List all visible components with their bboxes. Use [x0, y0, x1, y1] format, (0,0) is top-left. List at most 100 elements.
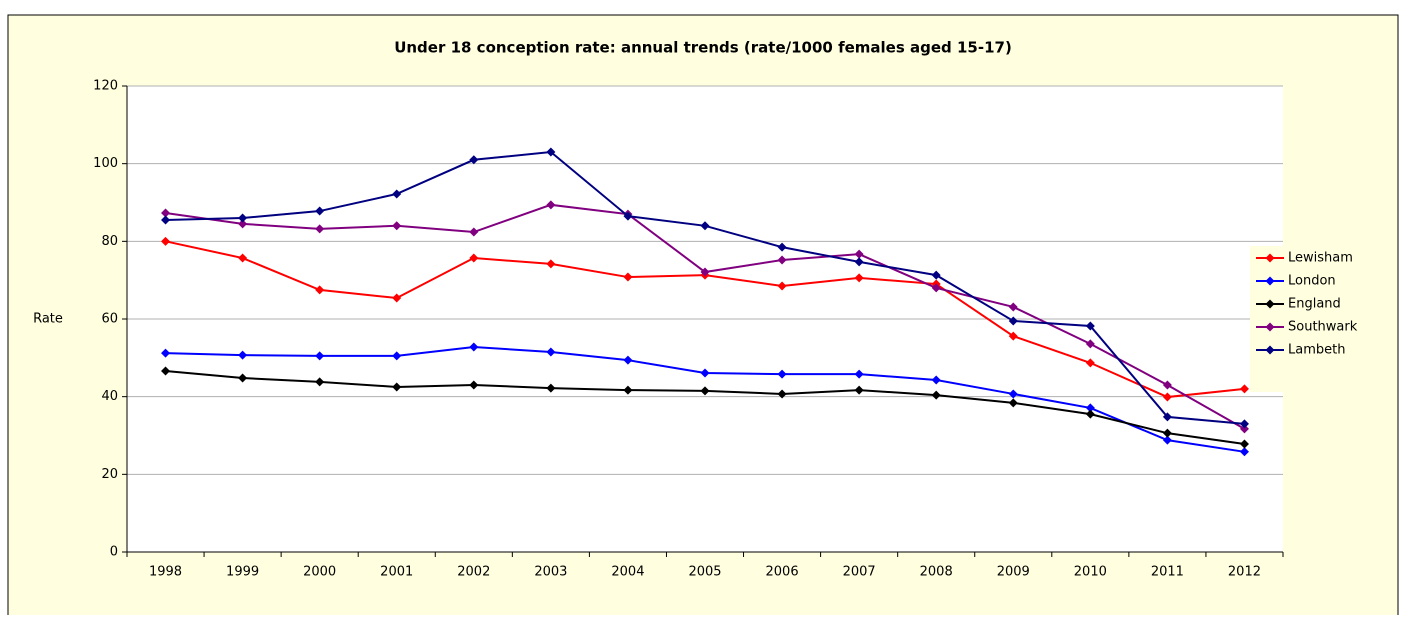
- point: [1162, 412, 1172, 422]
- point: [392, 382, 402, 392]
- y-tick-label: 80: [101, 234, 118, 249]
- legend-marker: [1265, 299, 1275, 309]
- point: [1008, 331, 1018, 341]
- point: [1239, 439, 1249, 449]
- point: [546, 259, 556, 269]
- legend-marker: [1265, 322, 1275, 332]
- point: [392, 293, 402, 303]
- x-tick-label: 1998: [149, 565, 182, 580]
- point: [854, 249, 864, 259]
- point: [854, 385, 864, 395]
- point: [1162, 380, 1172, 390]
- point: [315, 285, 325, 295]
- point: [161, 366, 171, 376]
- point: [1008, 316, 1018, 326]
- point: [931, 283, 941, 293]
- x-tick-label: 2011: [1151, 565, 1184, 580]
- point: [315, 351, 325, 361]
- point: [854, 257, 864, 267]
- point: [931, 270, 941, 280]
- chart-title: Under 18 conception rate: annual trends …: [394, 39, 1012, 57]
- point: [700, 267, 710, 277]
- point: [238, 213, 248, 223]
- legend-marker: [1265, 345, 1275, 355]
- point: [469, 342, 479, 352]
- legend-label: England: [1288, 297, 1341, 312]
- x-tick-label: 2005: [688, 565, 721, 580]
- point: [315, 224, 325, 234]
- point: [1239, 447, 1249, 457]
- point: [777, 255, 787, 265]
- point: [238, 253, 248, 263]
- point: [1162, 435, 1172, 445]
- x-tick-label: 2003: [534, 565, 567, 580]
- legend-label: London: [1288, 274, 1336, 289]
- point: [161, 215, 171, 225]
- point: [161, 348, 171, 358]
- legend-label: Lewisham: [1288, 251, 1353, 266]
- point: [1162, 428, 1172, 438]
- point: [777, 389, 787, 399]
- point: [469, 380, 479, 390]
- point: [161, 236, 171, 246]
- legend: [1250, 246, 1350, 392]
- point: [1239, 384, 1249, 394]
- point: [1085, 409, 1095, 419]
- point: [700, 386, 710, 396]
- point: [238, 219, 248, 229]
- point: [469, 155, 479, 165]
- point: [546, 383, 556, 393]
- y-tick-label: 60: [101, 312, 118, 327]
- y-tick-label: 100: [93, 156, 118, 171]
- x-tick-label: 1999: [226, 565, 259, 580]
- legend-label: Lambeth: [1288, 343, 1345, 358]
- y-tick-label: 120: [93, 79, 118, 94]
- x-tick-label: 2001: [380, 565, 413, 580]
- point: [700, 368, 710, 378]
- point: [700, 221, 710, 231]
- point: [623, 272, 633, 282]
- point: [238, 350, 248, 360]
- point: [161, 208, 171, 218]
- x-tick-label: 2010: [1074, 565, 1107, 580]
- y-tick-label: 20: [101, 467, 118, 482]
- point: [1008, 389, 1018, 399]
- x-tick-label: 2004: [611, 565, 644, 580]
- point: [854, 369, 864, 379]
- point: [777, 281, 787, 291]
- point: [1085, 358, 1095, 368]
- y-tick-label: 0: [110, 545, 118, 560]
- y-tick-label: 40: [101, 389, 118, 404]
- point: [931, 390, 941, 400]
- point: [392, 221, 402, 231]
- x-tick-label: 2008: [920, 565, 953, 580]
- legend-marker: [1265, 276, 1275, 286]
- point: [777, 242, 787, 252]
- point: [469, 227, 479, 237]
- legend-label: Southwark: [1288, 320, 1358, 335]
- point: [392, 351, 402, 361]
- x-tick-label: 2012: [1228, 565, 1261, 580]
- point: [623, 385, 633, 395]
- point: [1008, 398, 1018, 408]
- x-tick-label: 2000: [303, 565, 336, 580]
- x-tick-label: 2009: [997, 565, 1030, 580]
- legend-marker: [1265, 253, 1275, 263]
- x-tick-label: 2006: [766, 565, 799, 580]
- point: [546, 147, 556, 157]
- point: [1162, 392, 1172, 402]
- point: [546, 200, 556, 210]
- point: [623, 211, 633, 221]
- point: [854, 273, 864, 283]
- point: [1085, 321, 1095, 331]
- point: [623, 355, 633, 365]
- point: [238, 373, 248, 383]
- point: [315, 206, 325, 216]
- point: [1085, 403, 1095, 413]
- point: [1239, 424, 1249, 434]
- point: [469, 253, 479, 263]
- point: [392, 189, 402, 199]
- point: [777, 369, 787, 379]
- point: [1239, 419, 1249, 429]
